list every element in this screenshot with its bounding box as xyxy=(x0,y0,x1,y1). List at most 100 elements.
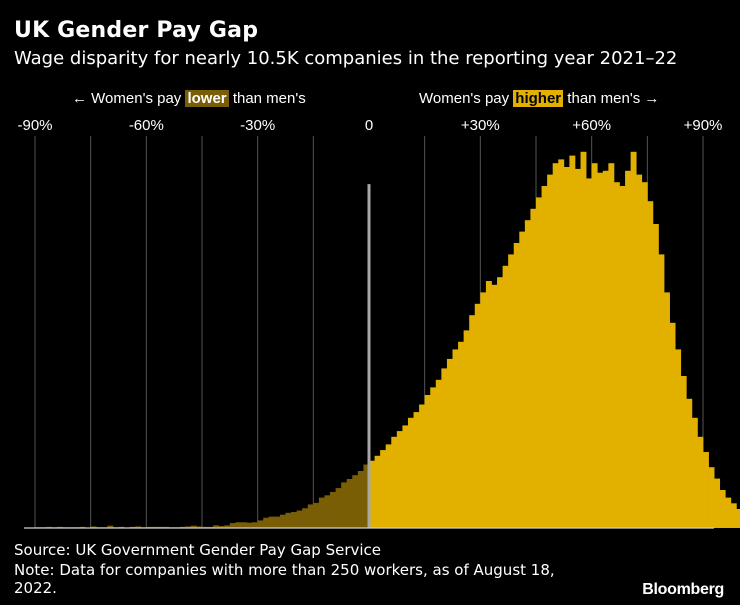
direction-higher-highlight: higher xyxy=(513,90,564,107)
histogram-bar xyxy=(352,475,359,528)
histogram-bar xyxy=(474,303,481,528)
x-tick-label: +60% xyxy=(572,117,611,134)
histogram-chart: -90% -60% -30% 0 +30% +60% +90% xyxy=(17,117,740,529)
histogram-bar xyxy=(374,455,381,528)
x-tick-label: +30% xyxy=(461,117,500,134)
histogram-bar xyxy=(446,358,453,528)
histogram-bar xyxy=(430,387,437,528)
histogram-bar xyxy=(675,349,682,528)
histogram-bar xyxy=(463,330,470,528)
histogram-bar xyxy=(469,315,476,528)
histogram-bar xyxy=(586,178,593,528)
histogram-bar xyxy=(625,170,631,529)
histogram-bar xyxy=(736,509,740,528)
histogram-bar xyxy=(185,526,192,528)
x-tick-label: -60% xyxy=(129,117,164,134)
histogram-bar xyxy=(686,398,693,528)
histogram-bar xyxy=(357,471,364,528)
histogram-bar xyxy=(691,417,698,528)
histogram-bar xyxy=(547,174,554,528)
chart-subtitle: Wage disparity for nearly 10.5K companie… xyxy=(14,48,678,69)
histogram-bar xyxy=(213,525,220,528)
histogram-bar xyxy=(641,182,648,528)
histogram-bar xyxy=(608,163,615,528)
histogram-bar xyxy=(274,516,281,528)
histogram-bar xyxy=(240,522,247,528)
direction-higher-suffix: than men's → xyxy=(563,90,660,107)
histogram-bar xyxy=(480,292,487,528)
histogram-bar xyxy=(530,208,537,529)
histogram-bar xyxy=(708,467,715,528)
histogram-bar xyxy=(730,503,737,528)
histogram-bar xyxy=(413,412,420,528)
histogram-bar xyxy=(218,526,225,528)
histogram-bar xyxy=(229,523,236,528)
direction-lower-prefix: ← Women's pay xyxy=(72,90,186,107)
histogram-bar xyxy=(369,460,375,528)
direction-label-lower: ← Women's pay lower than men's xyxy=(72,90,306,107)
histogram-bar xyxy=(90,526,97,528)
histogram-bar xyxy=(252,522,259,528)
histogram-bar xyxy=(669,322,676,528)
histogram-bar xyxy=(619,186,626,528)
histogram-bar xyxy=(441,368,448,528)
histogram-bar xyxy=(346,478,353,528)
histogram-bar xyxy=(257,520,264,528)
histogram-bar xyxy=(279,514,286,528)
histogram-bar xyxy=(285,512,292,528)
bloomberg-logo: Bloomberg xyxy=(642,581,724,598)
histogram-bar xyxy=(502,265,509,528)
histogram-bar xyxy=(385,444,392,528)
histogram-bar xyxy=(380,450,387,528)
histogram-bar xyxy=(491,284,498,528)
histogram-bar xyxy=(580,151,587,529)
histogram-bar xyxy=(135,526,142,528)
chart-overlay xyxy=(24,184,714,529)
histogram-bar xyxy=(296,510,303,528)
x-tick-label: +90% xyxy=(684,117,723,134)
histogram-bar xyxy=(235,522,242,528)
histogram-bar xyxy=(190,525,197,528)
x-tick-label: -90% xyxy=(17,117,52,134)
x-tick-label: -30% xyxy=(240,117,275,134)
histogram-bar xyxy=(725,497,732,528)
histogram-bar xyxy=(719,490,726,528)
histogram-bar xyxy=(652,224,659,528)
histogram-bar xyxy=(703,452,709,528)
histogram-bar xyxy=(341,482,348,528)
x-tick-label: 0 xyxy=(365,117,373,134)
histogram-bar xyxy=(597,172,604,528)
histogram-bar xyxy=(519,231,526,528)
histogram-bar xyxy=(435,379,442,528)
histogram-bar xyxy=(313,502,320,528)
direction-higher-prefix: Women's pay xyxy=(419,90,514,107)
histogram-bar xyxy=(497,277,503,528)
histogram-bar xyxy=(196,526,203,528)
histogram-bar xyxy=(680,376,687,528)
histogram-bar xyxy=(263,517,270,528)
histogram-bar xyxy=(107,525,114,528)
histogram-bar xyxy=(224,525,231,528)
histogram-bar xyxy=(658,254,665,528)
histogram-bar xyxy=(508,254,515,528)
histogram-bar xyxy=(335,488,342,528)
direction-lower-suffix: than men's xyxy=(228,90,306,107)
histogram-bar xyxy=(569,155,576,528)
histogram-bar xyxy=(291,512,297,528)
histogram-bar xyxy=(363,464,370,528)
histogram-bar xyxy=(246,522,253,528)
source-note: Source: UK Government Gender Pay Gap Ser… xyxy=(14,541,382,559)
histogram-bar xyxy=(536,197,542,528)
histogram-bar xyxy=(318,497,325,528)
direction-lower-highlight: lower xyxy=(185,90,229,107)
histogram-bar xyxy=(324,495,331,528)
histogram-bar xyxy=(558,159,565,528)
histogram-bar xyxy=(268,516,275,528)
histogram-bar xyxy=(419,404,426,528)
histogram-bar xyxy=(307,504,314,528)
histogram-bar xyxy=(485,281,492,528)
histogram-bar xyxy=(302,508,309,528)
histogram-bar xyxy=(664,292,670,528)
histogram-bar xyxy=(563,167,570,528)
histogram-bar xyxy=(591,163,598,528)
